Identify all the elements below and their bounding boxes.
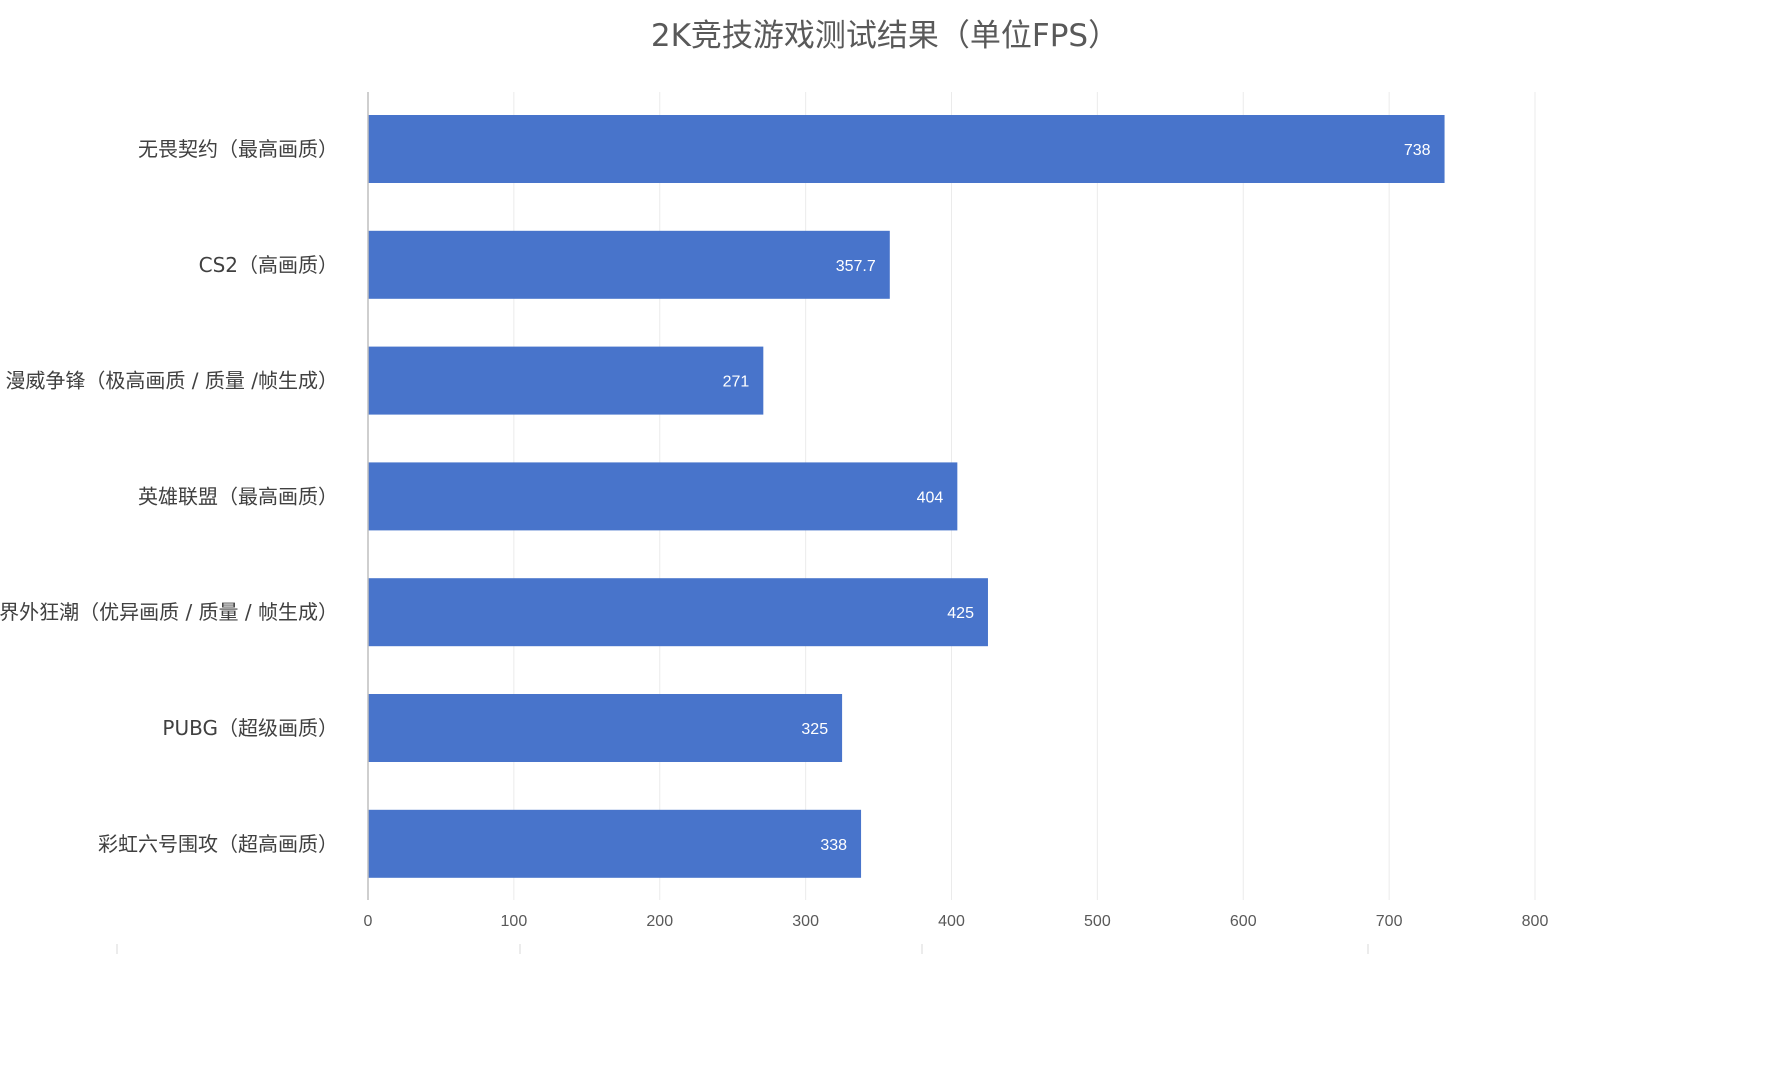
x-tick-label-400: 400	[938, 913, 965, 930]
x-tick-label-800: 800	[1522, 913, 1549, 930]
value-label-1: 357.7	[836, 258, 876, 275]
value-label-3: 404	[917, 489, 944, 506]
category-label-4: 界外狂潮（优异画质 / 质量 / 帧生成）	[0, 600, 338, 624]
bars	[368, 115, 1445, 878]
category-label-1: CS2（高画质）	[199, 253, 338, 277]
value-label-6: 338	[820, 837, 847, 854]
x-tick-labels: 0 100 200 300 400 500 600 700 800	[364, 913, 1549, 930]
bar-5	[368, 694, 843, 762]
category-label-6: 彩虹六号围攻（超高画质）	[98, 832, 338, 856]
bar-2	[368, 346, 764, 415]
category-label-3: 英雄联盟（最高画质）	[138, 484, 338, 508]
x-tick-label-200: 200	[646, 913, 673, 930]
bar-0	[368, 115, 1445, 183]
value-label-0: 738	[1404, 142, 1431, 159]
value-label-4: 425	[947, 605, 974, 622]
x-tick-label-100: 100	[501, 913, 528, 930]
x-tick-label-500: 500	[1084, 913, 1111, 930]
chart-title: 2K竞技游戏测试结果（单位FPS）	[651, 18, 1119, 54]
value-label-5: 325	[801, 721, 828, 738]
value-labels: 738 357.7 271 404 425 325 338	[723, 142, 1431, 854]
bar-3	[368, 462, 958, 531]
x-tick-label-700: 700	[1376, 913, 1403, 930]
category-label-0: 无畏契约（最高画质）	[138, 137, 338, 161]
bar-6	[368, 809, 862, 878]
bottom-marks	[116, 944, 1369, 954]
x-tick-label-600: 600	[1230, 913, 1257, 930]
category-label-5: PUBG（超级画质）	[162, 716, 338, 740]
bar-1	[368, 230, 890, 299]
bar-4	[368, 578, 988, 647]
x-tick-label-0: 0	[364, 913, 373, 930]
value-label-2: 271	[723, 374, 750, 391]
category-labels: 无畏契约（最高画质） CS2（高画质） 漫威争锋（极高画质 / 质量 /帧生成） 英雄…	[0, 137, 338, 856]
category-label-2: 漫威争锋（极高画质 / 质量 /帧生成）	[5, 369, 338, 393]
x-tick-label-300: 300	[792, 913, 819, 930]
